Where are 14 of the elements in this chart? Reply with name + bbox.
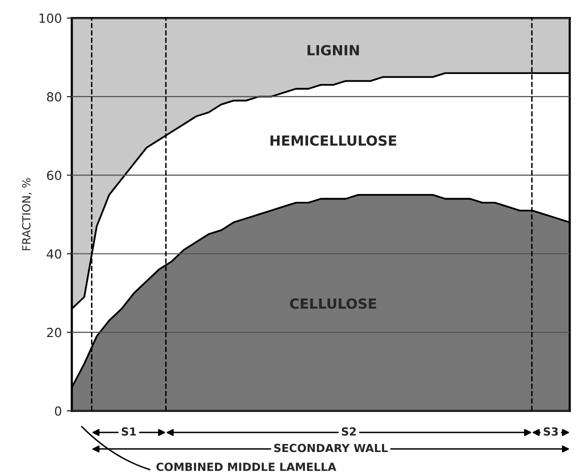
y-tick-label: 60	[47, 170, 62, 180]
series-label: LIGNIN	[308, 44, 359, 56]
y-tick-label: 80	[47, 92, 62, 102]
text: COMBINED MIDDLE LAMELLA	[156, 462, 336, 472]
y-axis-title: FRACTION, %	[22, 178, 32, 250]
series-label: HEMICELLULOSE	[270, 135, 396, 146]
y-tick-label: 0	[54, 406, 62, 416]
text: S1	[122, 427, 136, 436]
text: S3	[544, 427, 558, 436]
text: SECONDARY WALL	[274, 444, 388, 452]
text: S2	[342, 427, 356, 436]
y-tick-label: 40	[46, 249, 62, 259]
y-tick-label: 20	[47, 328, 62, 338]
y-tick-label: 100	[40, 14, 62, 23]
